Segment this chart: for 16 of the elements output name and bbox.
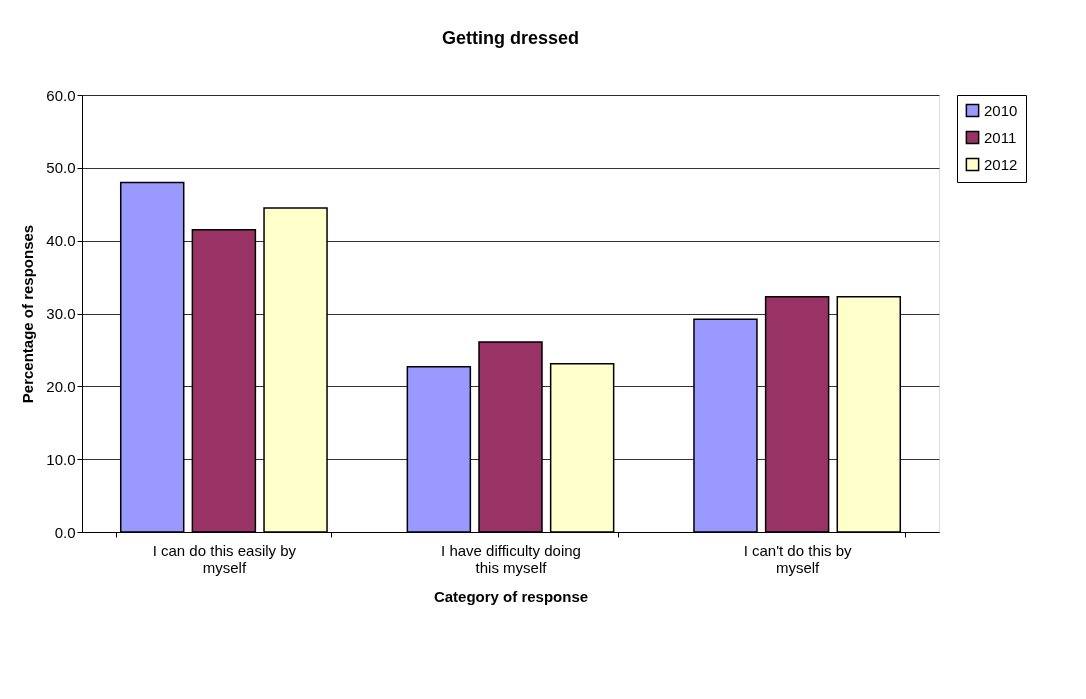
x-tick-label: I can't do this by myself — [743, 541, 853, 576]
x-tick-label: I have difficulty doing this myself — [441, 541, 581, 576]
y-tick-label: 10.0 — [46, 450, 76, 468]
y-tick-label: 50.0 — [46, 159, 76, 177]
legend-label: 2012 — [984, 155, 1018, 173]
legend-label: 2011 — [984, 128, 1017, 146]
x-axis-title: Category of response — [433, 587, 589, 605]
y-tick-label: 40.0 — [46, 232, 76, 250]
x-tick-label: I can do this easily by myself — [152, 541, 297, 576]
y-tick-label: 30.0 — [46, 305, 76, 322]
y-axis-title: Percentage of responses — [19, 224, 37, 404]
y-tick-label: 0.0 — [54, 523, 76, 541]
y-tick-label: 20.0 — [46, 377, 76, 395]
legend-label: 2010 — [984, 101, 1018, 119]
chart-title: Getting dressed — [441, 28, 580, 48]
y-tick-label: 60.0 — [46, 86, 76, 104]
